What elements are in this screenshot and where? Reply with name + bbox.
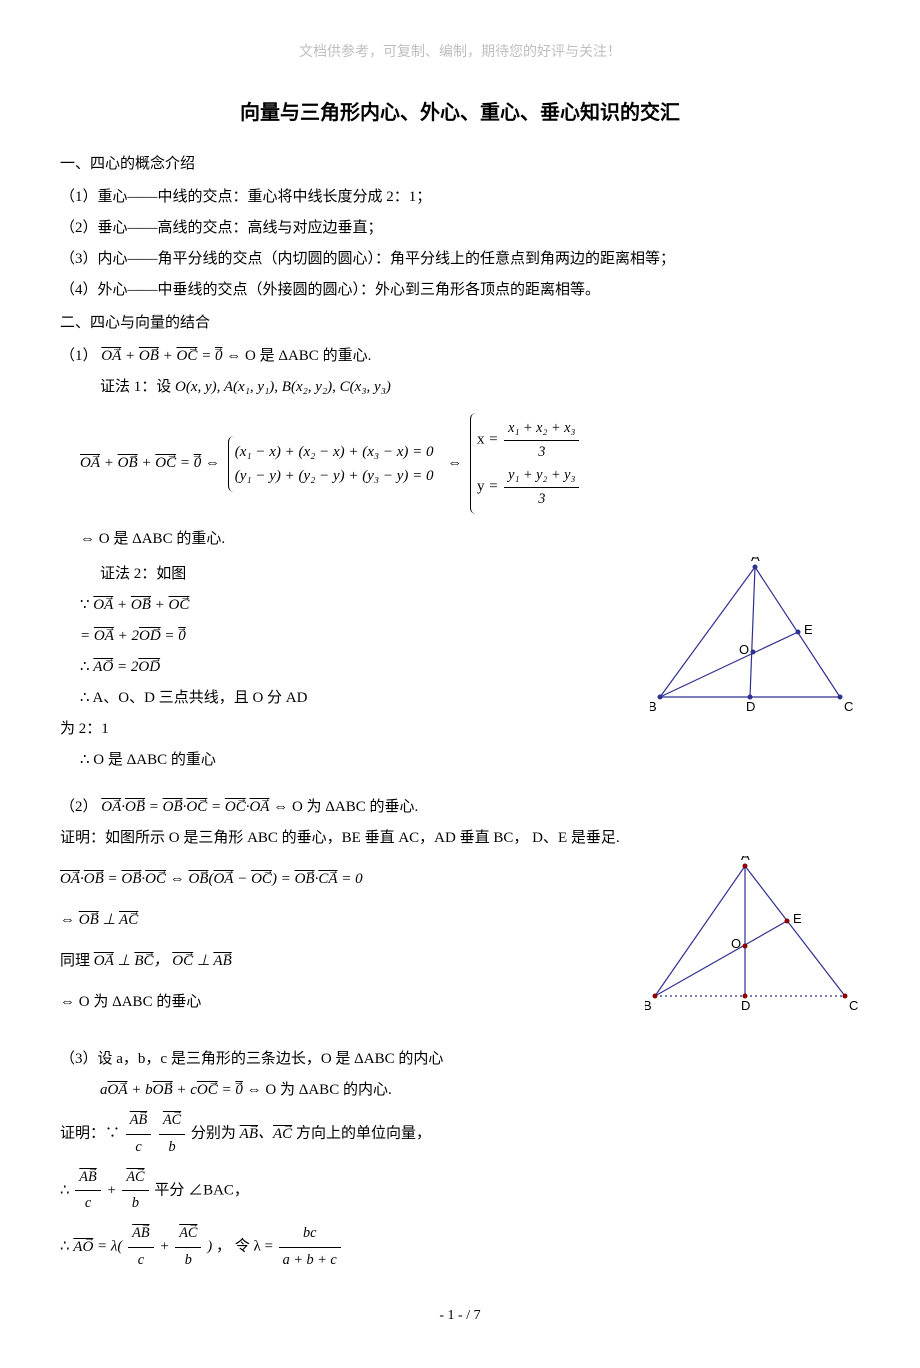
page-footer: - 1 - / 7 (60, 1303, 860, 1328)
x-frac-num: x₁ + x₂ + x₃ (504, 417, 579, 441)
svg-text:E: E (804, 622, 813, 637)
svg-text:C: C (849, 998, 858, 1013)
p2-line2: = OA + 2OD = 0 (60, 623, 630, 650)
p2-line6: ∴ O 是 ΔABC 的重心 (60, 747, 630, 774)
proof1-label-line: 证法 1：设 O(x, y), A(x₁, y₁), B(x₂, y₂), C(… (60, 374, 860, 401)
s2-2-text: ⇔ O 为 ΔABC 的垂心. (273, 799, 418, 815)
s2-2-prefix: （2） (60, 799, 98, 815)
svg-text:O: O (731, 936, 741, 951)
eq-line1: (x₁ − x) + (x₂ − x) + (x₃ − x) = 0 (235, 440, 434, 464)
lambda-den: a + b + c (279, 1248, 341, 1274)
s1-item2: （2）垂心——高线的交点：高线与对应边垂直； (60, 215, 860, 242)
s2-2-statement: （2） OA·OB = OB·OC = OC·OA ⇔ O 为 ΔABC 的垂心… (60, 794, 860, 821)
proof1-conclusion: ⇔ O 是 ΔABC 的重心. (60, 526, 860, 553)
s2-1-statement: （1） OA + OB + OC = 0 ⇔ O 是 ΔABC 的重心. (60, 343, 860, 370)
s2-2-proof: 证明：如图所示 O 是三角形 ABC 的垂心，BE 垂直 AC，AD 垂直 BC… (60, 825, 860, 852)
proof1-coords: O(x, y), A(x₁, y₁), B(x₂, y₂), C(x₃, y₃) (175, 379, 391, 395)
triangle-centroid-figure: A B C D E O (650, 557, 860, 717)
proof2-label: 证法 2：如图 (60, 561, 630, 588)
header-note: 文档供参考，可复制、编制，期待您的好评与关注！ (60, 40, 860, 65)
frac-den-3a: 3 (504, 441, 579, 464)
s2-2-eq: OA·OB = OB·OC ⇔ OB(OA − OC) = OB·CA = 0 (60, 866, 625, 893)
svg-text:A: A (741, 856, 750, 863)
p2-line3: ∴ AO = 2OD (60, 654, 630, 681)
svg-text:O: O (739, 642, 749, 657)
s1-item3: （3）内心——角平分线的交点（内切圆的圆心）：角平分线上的任意点到角两边的距离相… (60, 246, 860, 273)
proof1-eq: OA + OB + OC = 0 ⇔ (x₁ − x) + (x₂ − x) +… (60, 413, 860, 514)
s2-3-proof-line2: ∴ ABc + ACb 平分 ∠BAC， (60, 1165, 860, 1217)
s2-2-perp2: 同理 OA ⊥ BC， OC ⊥ AB (60, 948, 625, 975)
svg-text:C: C (844, 699, 853, 714)
svg-text:A: A (751, 557, 760, 564)
section2-title: 二、四心与向量的结合 (60, 310, 860, 337)
s2-3-proof-line1: 证明：∵ ABc ACb 分别为 AB、AC 方向上的单位向量， (60, 1108, 860, 1160)
p2-line4: ∴ A、O、D 三点共线，且 O 分 AD (60, 685, 630, 712)
p2-line5: 为 2：1 (60, 716, 630, 743)
svg-text:B: B (650, 699, 657, 714)
s2-2-perp1: ⇔ OB ⊥ AC (60, 907, 625, 934)
frac-den-3b: 3 (504, 488, 579, 511)
eq-line2: (y₁ − y) + (y₂ − y) + (y₃ − y) = 0 (235, 464, 434, 488)
p2-line1: ∵ OA + OB + OC (60, 592, 630, 619)
y-frac-num: y₁ + y₂ + y₃ (504, 464, 579, 488)
s2-2-conclusion: ⇔ O 为 ΔABC 的垂心 (60, 989, 625, 1016)
s2-3-eq: aOA + bOB + cOC = 0 ⇔ O 为 ΔABC 的内心. (60, 1077, 860, 1104)
svg-text:D: D (741, 998, 750, 1013)
triangle-orthocenter-figure: A B C D E O (645, 856, 860, 1016)
svg-text:E: E (793, 911, 802, 926)
s1-item1: （1）重心——中线的交点：重心将中线长度分成 2：1； (60, 184, 860, 211)
page-title: 向量与三角形内心、外心、重心、垂心知识的交汇 (60, 95, 860, 131)
svg-text:D: D (746, 699, 755, 714)
s2-1-prefix: （1） (60, 348, 98, 364)
s2-3-statement: （3）设 a，b，c 是三角形的三条边长，O 是 ΔABC 的内心 (60, 1046, 860, 1073)
lambda-num: bc (279, 1221, 341, 1248)
s1-item4: （4）外心——中垂线的交点（外接圆的圆心）：外心到三角形各顶点的距离相等。 (60, 277, 860, 304)
s2-3-proof-line3: ∴ AO = λ( ABc + ACb ) ， 令 λ = bca + b + … (60, 1221, 860, 1273)
s2-1-text: 是 ΔABC 的重心. (260, 348, 372, 364)
section1-title: 一、四心的概念介绍 (60, 151, 860, 178)
proof1-label: 证法 1：设 (100, 379, 175, 395)
svg-text:B: B (645, 998, 652, 1013)
